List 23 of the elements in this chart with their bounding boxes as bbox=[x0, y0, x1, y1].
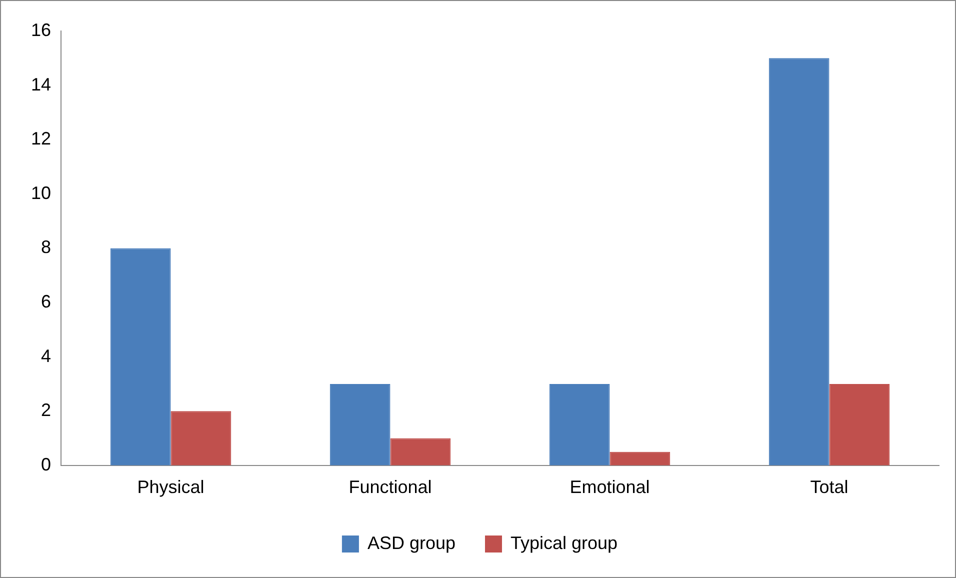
x-tick-label: Emotional bbox=[570, 477, 650, 498]
bar bbox=[768, 58, 830, 466]
y-tick-label: 16 bbox=[30, 20, 52, 40]
y-tick-label: 14 bbox=[30, 74, 52, 94]
legend-label: ASD group bbox=[367, 532, 456, 553]
y-tick-label: 4 bbox=[41, 346, 52, 366]
y-tick-label: 0 bbox=[41, 454, 52, 474]
bar bbox=[170, 411, 232, 466]
x-tick-label: Functional bbox=[348, 477, 432, 498]
legend-label: Typical group bbox=[510, 532, 618, 553]
x-tick-label: Physical bbox=[137, 477, 204, 498]
x-tick-label: Total bbox=[810, 477, 848, 498]
bar bbox=[110, 248, 171, 466]
y-tick-label: 6 bbox=[41, 291, 52, 312]
y-tick-label: 8 bbox=[41, 237, 52, 258]
bar bbox=[390, 438, 451, 466]
bar bbox=[829, 384, 890, 466]
y-tick-label: 2 bbox=[41, 400, 52, 420]
y-tick-label: 10 bbox=[30, 182, 52, 203]
bar bbox=[610, 452, 670, 466]
bar bbox=[549, 384, 610, 466]
bar bbox=[330, 384, 390, 466]
y-tick-label: 12 bbox=[30, 128, 52, 149]
